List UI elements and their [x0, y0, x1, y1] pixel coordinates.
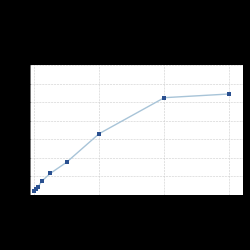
- Point: [32, 189, 36, 193]
- X-axis label: Human Sorting Nexin 17 (SNX17)
Concentration (ng/ml): Human Sorting Nexin 17 (SNX17) Concentra…: [84, 206, 189, 217]
- Y-axis label: OD: OD: [9, 125, 14, 135]
- Point: [97, 132, 101, 136]
- Point: [162, 96, 166, 100]
- Point: [64, 160, 68, 164]
- Point: [228, 92, 232, 96]
- Point: [40, 179, 44, 183]
- Point: [36, 185, 40, 189]
- Point: [48, 172, 52, 175]
- Point: [34, 188, 38, 192]
